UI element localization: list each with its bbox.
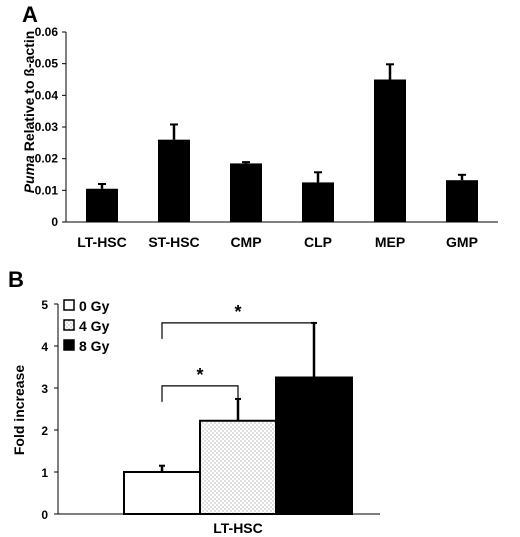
panel-b-chart: 0 1 2 3 4 5 LT-HSC * * 0 Gy 4 Gy 8 Gy bbox=[41, 298, 380, 536]
bar bbox=[199, 419, 277, 516]
legend-swatch bbox=[63, 299, 75, 311]
x-category-label: GMP bbox=[446, 234, 478, 250]
panel-a-chart: 0 0.01 0.02 0.03 0.04 0.05 0.06 LT-HSC ST-HSC CMP… bbox=[35, 25, 498, 250]
significance-marker: * bbox=[196, 365, 203, 385]
significance-bracket bbox=[161, 385, 239, 402]
x-category-label: ST-HSC bbox=[148, 234, 199, 250]
panel-a-letter: A bbox=[22, 2, 38, 27]
y-tick-label: 0.06 bbox=[35, 25, 59, 39]
y-tick-label: 0.05 bbox=[35, 57, 59, 71]
legend-label: 8 Gy bbox=[79, 338, 110, 354]
panel-a-y-axis-label: Puma Relative to ß-actin bbox=[21, 31, 37, 194]
y-tick-label: 0 bbox=[51, 215, 58, 229]
y-tick-label: 1 bbox=[41, 466, 48, 480]
bar bbox=[86, 188, 118, 222]
bar bbox=[123, 471, 201, 515]
y-tick-label: 0.02 bbox=[35, 152, 59, 166]
bar bbox=[446, 180, 478, 222]
y-tick-label: 5 bbox=[41, 298, 48, 312]
bar bbox=[302, 182, 334, 222]
bar bbox=[374, 79, 406, 222]
legend-label: 0 Gy bbox=[79, 298, 110, 314]
legend-swatch bbox=[63, 339, 75, 351]
x-category-label: LT-HSC bbox=[213, 520, 263, 536]
bar bbox=[230, 163, 262, 222]
y-tick-label: 0 bbox=[41, 508, 48, 522]
y-tick-label: 2 bbox=[41, 424, 48, 438]
y-tick-label: 3 bbox=[41, 382, 48, 396]
x-category-label: CMP bbox=[230, 234, 261, 250]
y-tick-label: 0.01 bbox=[35, 183, 59, 197]
bar bbox=[158, 139, 190, 222]
significance-marker: * bbox=[234, 302, 241, 322]
legend-label: 4 Gy bbox=[79, 318, 110, 334]
panel-b-letter: B bbox=[8, 267, 24, 292]
x-category-label: MEP bbox=[375, 234, 405, 250]
x-category-label: CLP bbox=[304, 234, 332, 250]
significance-bracket bbox=[161, 322, 315, 339]
legend-swatch bbox=[63, 319, 75, 331]
panel-b-y-axis-label: Fold increase bbox=[11, 365, 27, 455]
y-tick-label: 0.04 bbox=[35, 88, 59, 102]
y-tick-label: 0.03 bbox=[35, 120, 59, 134]
x-category-label: LT-HSC bbox=[77, 234, 127, 250]
y-tick-label: 4 bbox=[41, 340, 48, 354]
bar bbox=[275, 376, 353, 515]
